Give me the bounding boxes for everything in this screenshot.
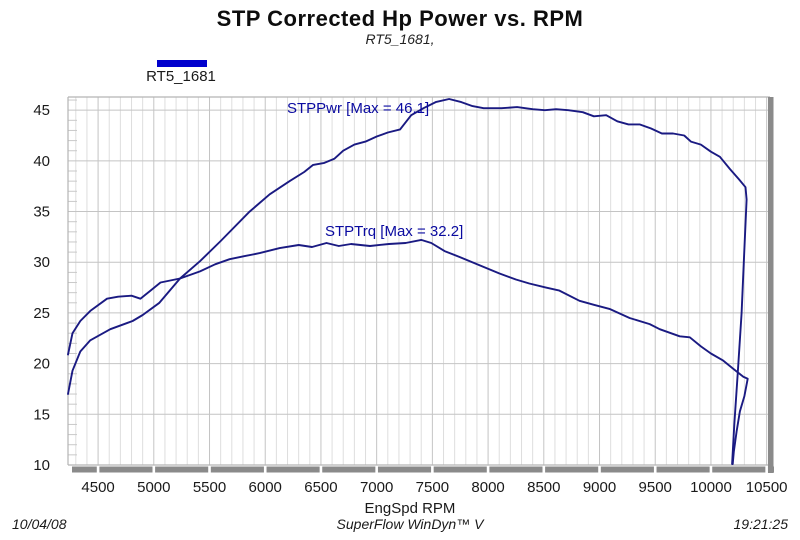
x-tick-label: 4500 <box>81 479 114 496</box>
x-axis-bar <box>72 466 774 473</box>
curve-stppwr <box>67 98 748 465</box>
page-subtitle: RT5_1681, <box>365 31 435 47</box>
y-tick-label: 20 <box>33 356 50 373</box>
page-title: STP Corrected Hp Power vs. RPM <box>216 6 584 31</box>
x-axis-bar-gap <box>486 466 490 474</box>
x-axis-bar-gap <box>263 466 267 474</box>
x-axis-bar-gap <box>709 466 713 474</box>
x-axis-bar-gap <box>598 466 601 474</box>
x-tick-label: 6000 <box>249 479 282 496</box>
x-tick-label: 9500 <box>639 479 672 496</box>
x-axis-bar-gap <box>319 466 323 474</box>
x-tick-label: 7000 <box>360 479 393 496</box>
curve-label-stppwr: STPPwr [Max = 46.1] <box>287 100 429 117</box>
x-axis-bar-gap <box>765 466 768 474</box>
x-tick-label: 7500 <box>416 479 449 496</box>
x-axis-bar-gap <box>208 466 211 474</box>
y-tick-label: 25 <box>33 305 50 322</box>
x-axis-bar-gap <box>653 466 657 474</box>
plot-right-bar <box>768 97 774 473</box>
x-tick-label: 10500 <box>746 479 788 496</box>
x-axis-bar-gap <box>431 466 434 474</box>
x-axis-bar-gap <box>152 466 156 474</box>
curve-stptrq <box>67 238 749 465</box>
y-tick-label: 10 <box>33 457 50 474</box>
y-tick-label: 30 <box>33 254 50 271</box>
x-tick-label: 6500 <box>304 479 337 496</box>
curve-label-stptrq: STPTrq [Max = 32.2] <box>325 223 463 240</box>
x-tick-label: 5000 <box>137 479 170 496</box>
x-axis-bar-gap <box>96 466 100 474</box>
x-axis-bar-gap <box>542 466 546 474</box>
legend-label: RT5_1681 <box>146 68 216 85</box>
footer-time: 19:21:25 <box>733 516 789 532</box>
footer-date: 10/04/08 <box>12 516 67 532</box>
x-tick-label: 10000 <box>690 479 732 496</box>
x-tick-label: 8500 <box>527 479 560 496</box>
y-tick-label: 35 <box>33 204 50 221</box>
x-tick-label: 5500 <box>193 479 226 496</box>
y-tick-label: 15 <box>33 406 50 423</box>
x-tick-label: 8000 <box>471 479 504 496</box>
y-tick-label: 45 <box>33 102 50 119</box>
y-tick-label: 40 <box>33 153 50 170</box>
x-axis-bar-gap <box>375 466 378 474</box>
x-axis-title: EngSpd RPM <box>364 500 456 517</box>
x-tick-label: 9000 <box>583 479 616 496</box>
legend-swatch <box>157 60 207 67</box>
footer-app-name: SuperFlow WinDyn™ V <box>336 516 484 532</box>
